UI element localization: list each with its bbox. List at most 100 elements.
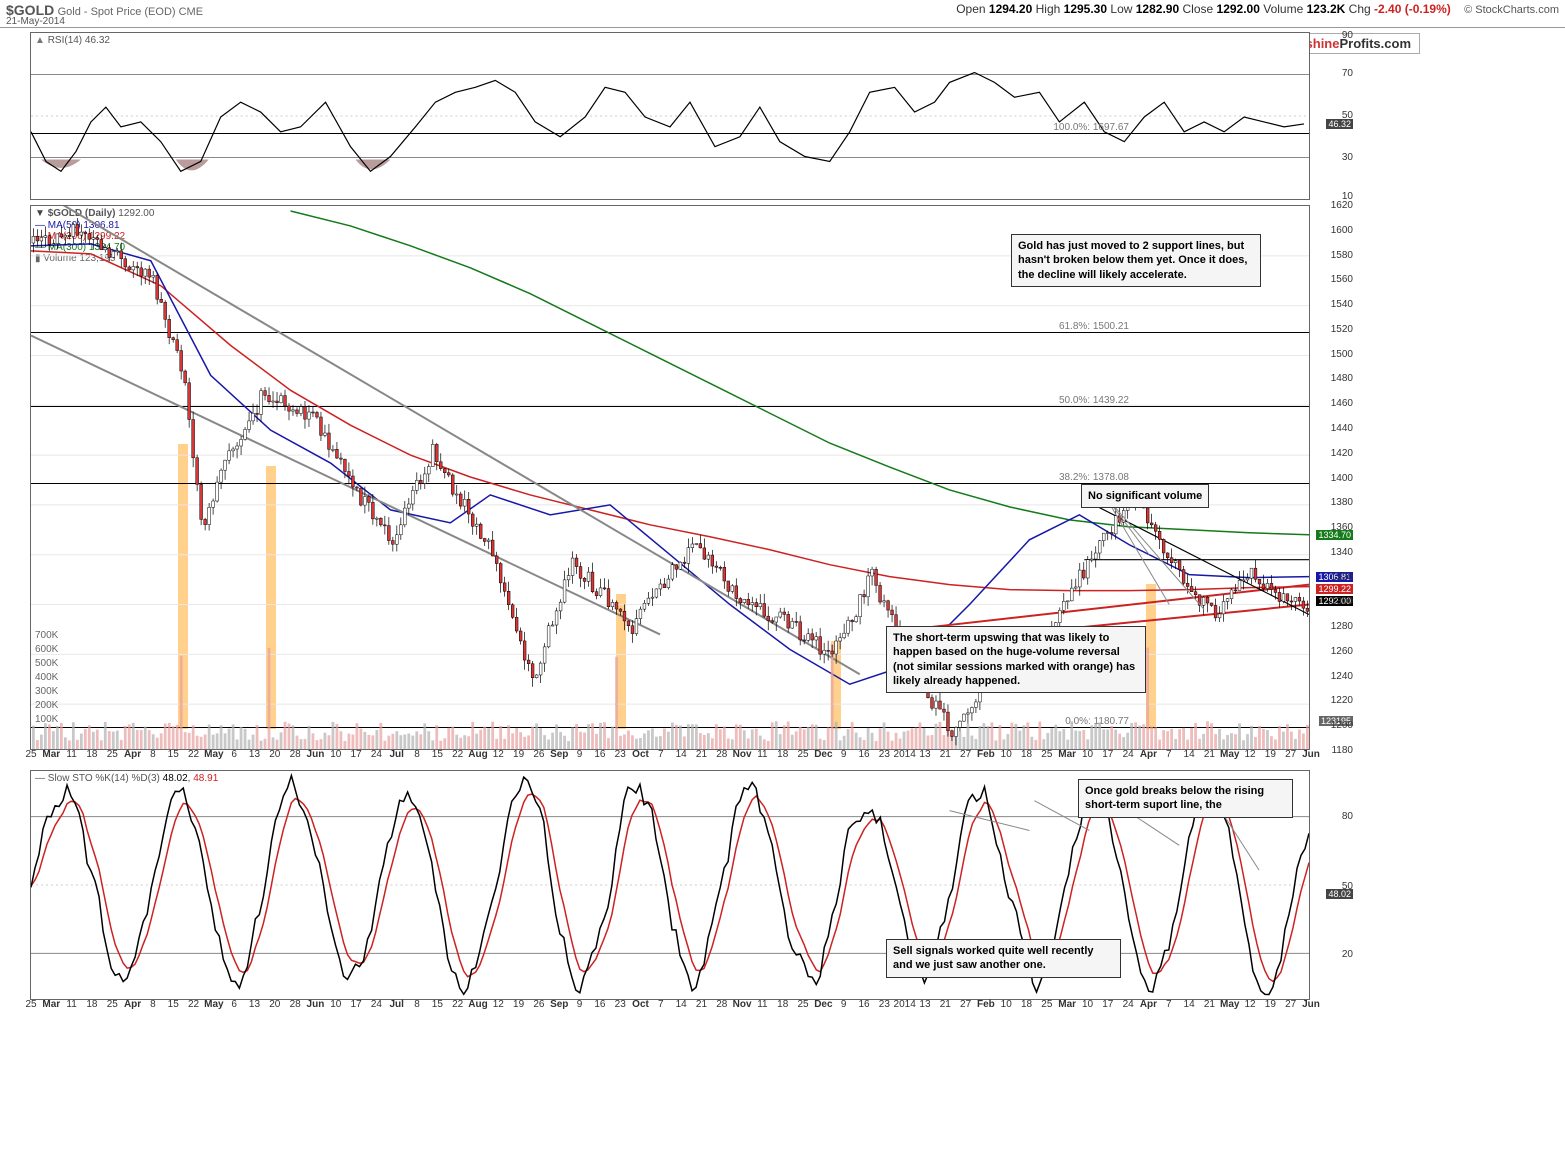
price-ytick: 1520 bbox=[1313, 324, 1353, 335]
sto-current: 48.02 bbox=[1326, 889, 1353, 899]
x-tick: 10 bbox=[330, 999, 341, 1010]
x-tick: 18 bbox=[777, 749, 788, 760]
x-tick: 22 bbox=[188, 749, 199, 760]
x-tick: 24 bbox=[371, 999, 382, 1010]
x-tick: Jul bbox=[389, 999, 403, 1010]
x-tick: 2014 bbox=[894, 999, 916, 1010]
x-tick: 15 bbox=[168, 749, 179, 760]
x-tick: 7 bbox=[658, 749, 664, 760]
rsi-current-tag: 46.32 bbox=[1326, 119, 1353, 129]
x-tick: 20 bbox=[269, 999, 280, 1010]
price-ytick: 1420 bbox=[1313, 448, 1353, 459]
x-tick: 11 bbox=[66, 999, 76, 1010]
price-ytick: 1580 bbox=[1313, 250, 1353, 261]
x-tick: 16 bbox=[594, 749, 605, 760]
x-tick: Jun bbox=[307, 999, 325, 1010]
x-tick: Sep bbox=[550, 999, 568, 1010]
high-val: 1295.30 bbox=[1064, 2, 1107, 16]
vol-label: Volume bbox=[1263, 2, 1303, 16]
x-tick: Mar bbox=[1058, 999, 1076, 1010]
x-tick: 18 bbox=[777, 999, 788, 1010]
x-tick: 22 bbox=[188, 999, 199, 1010]
x-tick: 10 bbox=[1001, 749, 1012, 760]
x-tick: 25 bbox=[107, 999, 118, 1010]
price-ytick: 1440 bbox=[1313, 423, 1353, 434]
x-tick: 9 bbox=[577, 999, 583, 1010]
desc: Gold - Spot Price (EOD) CME bbox=[58, 6, 203, 18]
x-tick: Aug bbox=[468, 749, 487, 760]
x-tick: 12 bbox=[493, 999, 504, 1010]
x-tick: 13 bbox=[919, 999, 930, 1010]
x-tick: 28 bbox=[290, 999, 301, 1010]
x-tick: 9 bbox=[577, 749, 583, 760]
chg-label: Chg bbox=[1349, 2, 1371, 16]
x-tick: 25 bbox=[1041, 999, 1052, 1010]
x-tick: 13 bbox=[249, 999, 260, 1010]
rsi-svg bbox=[31, 33, 1309, 199]
x-tick: 28 bbox=[716, 749, 727, 760]
x-tick: 7 bbox=[1166, 999, 1172, 1010]
x-tick: Oct bbox=[632, 749, 649, 760]
annotation-1: Gold has just moved to 2 support lines, … bbox=[1011, 234, 1261, 287]
x-tick: Nov bbox=[733, 999, 752, 1010]
x-tick: 20 bbox=[269, 749, 280, 760]
x-tick: 13 bbox=[919, 749, 930, 760]
stoch-annotation-2: Sell signals worked quite well recently … bbox=[886, 939, 1121, 978]
price-ytick: 1480 bbox=[1313, 373, 1353, 384]
high-label: High bbox=[1036, 2, 1061, 16]
va-700k: 700K bbox=[35, 630, 58, 641]
x-tick: 21 bbox=[940, 749, 951, 760]
chg-val: -2.40 (-0.19%) bbox=[1374, 2, 1451, 16]
x-tick: 16 bbox=[594, 999, 605, 1010]
x-tick: 7 bbox=[1166, 749, 1172, 760]
price-ytick: 1300 bbox=[1313, 596, 1353, 607]
x-tick: 12 bbox=[1244, 999, 1255, 1010]
x-tick: 16 bbox=[858, 749, 869, 760]
x-tick: Mar bbox=[1058, 749, 1076, 760]
x-tick: 8 bbox=[150, 999, 156, 1010]
x-tick: 7 bbox=[658, 999, 664, 1010]
x-tick: Dec bbox=[814, 749, 832, 760]
x-tick: Feb bbox=[977, 749, 995, 760]
x-tick: 11 bbox=[757, 749, 767, 760]
annotation-3: The short-term upswing that was likely t… bbox=[886, 626, 1146, 693]
x-tick: 27 bbox=[960, 999, 971, 1010]
header-right: Open 1294.20 High 1295.30 Low 1282.90 Cl… bbox=[956, 2, 1559, 16]
rsi-tick-30: 30 bbox=[1313, 152, 1353, 163]
x-tick: 22 bbox=[452, 999, 463, 1010]
price-ytick: 1220 bbox=[1313, 695, 1353, 706]
price-panel: ▼ $GOLD (Daily) 1292.00 — MA(50) 1306.81… bbox=[30, 205, 1310, 750]
x-tick: Jun bbox=[307, 749, 325, 760]
x-tick: 17 bbox=[1102, 749, 1113, 760]
x-tick: 19 bbox=[513, 749, 524, 760]
price-ytick: 1460 bbox=[1313, 398, 1353, 409]
sto-tick-20: 20 bbox=[1313, 949, 1353, 960]
price-ytick: 1620 bbox=[1313, 200, 1353, 211]
close-label: Close bbox=[1182, 2, 1213, 16]
x-tick: 2014 bbox=[894, 749, 916, 760]
price-ytick: 1600 bbox=[1313, 225, 1353, 236]
x-tick: May bbox=[204, 749, 223, 760]
x-tick: 17 bbox=[1102, 999, 1113, 1010]
x-tick: Dec bbox=[814, 999, 832, 1010]
x-tick: 10 bbox=[1082, 749, 1093, 760]
x-tick: 24 bbox=[1123, 999, 1134, 1010]
x-tick: Apr bbox=[1140, 999, 1157, 1010]
x-tick: 9 bbox=[841, 999, 847, 1010]
x-tick: Aug bbox=[468, 999, 487, 1010]
va-600k: 600K bbox=[35, 644, 58, 655]
x-tick: 24 bbox=[371, 749, 382, 760]
x-tick: Mar bbox=[42, 999, 60, 1010]
x-tick: 21 bbox=[1204, 999, 1215, 1010]
x-tick: Feb bbox=[977, 999, 995, 1010]
x-tick: 26 bbox=[533, 999, 544, 1010]
x-tick: 9 bbox=[841, 749, 847, 760]
x-tick: 14 bbox=[676, 749, 687, 760]
x-tick: 21 bbox=[1204, 749, 1215, 760]
x-tick: 24 bbox=[1123, 749, 1134, 760]
x-tick: 19 bbox=[1265, 999, 1276, 1010]
va-500k: 500K bbox=[35, 658, 58, 669]
x-tick: 25 bbox=[1041, 749, 1052, 760]
rsi-tick-70: 70 bbox=[1313, 68, 1353, 79]
open-label: Open bbox=[956, 2, 985, 16]
